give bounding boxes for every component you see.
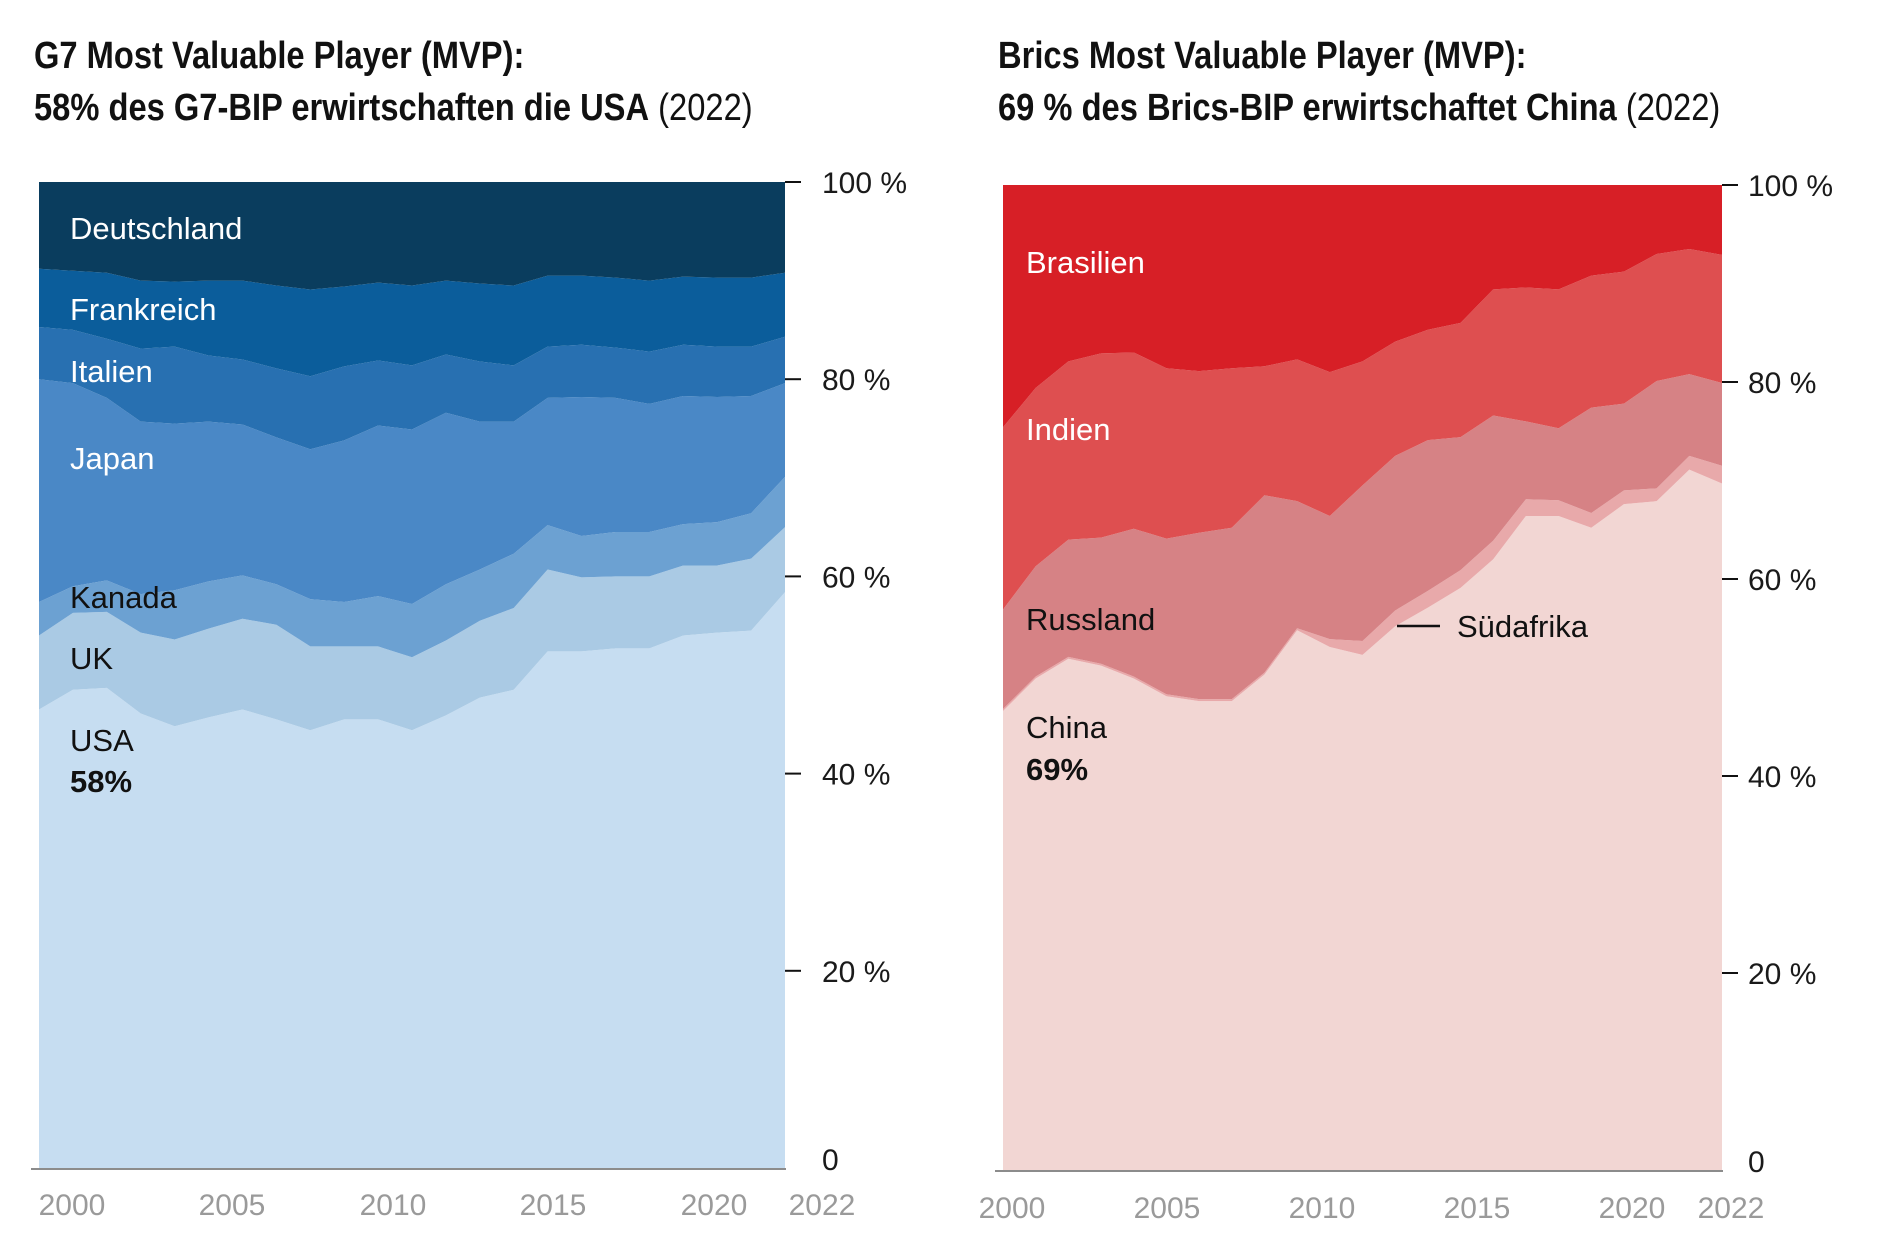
g7-x-tick-label: 2020 — [681, 1189, 748, 1222]
g7-area-deutschland — [39, 182, 785, 290]
brics-area-china — [1003, 469, 1722, 1170]
g7-y-tick-label: 40 % — [822, 759, 890, 792]
brics-chart: 0 20 % 40 % 60 % 80 % 100 % 2000 2005 2010 2015 20… — [979, 170, 1833, 1225]
label-uk: UK — [70, 641, 113, 676]
g7-x-tick-label: 2005 — [199, 1189, 266, 1222]
label-italien: Italien — [70, 354, 153, 389]
label-usa: USA — [70, 723, 134, 758]
g7-title-line-1: G7 Most Valuable Player (MVP): — [34, 30, 753, 82]
label-japan: Japan — [70, 441, 154, 476]
brics-x-tick-label: 2000 — [979, 1192, 1046, 1225]
brics-x-tick-label: 2005 — [1134, 1192, 1201, 1225]
g7-chart: 0 20 % 40 % 60 % 80 % 100 % 2000 2005 2010 2015 20… — [31, 167, 907, 1222]
label-suedafrika: Südafrika — [1457, 609, 1589, 644]
g7-subtitle-year: (2022) — [658, 87, 753, 129]
g7-chart-title: G7 Most Valuable Player (MVP): 58% des G… — [34, 30, 753, 134]
label-kanada: Kanada — [70, 580, 178, 615]
brics-subtitle-text: 69 % des Brics-BIP erwirtschaftet China — [998, 87, 1617, 129]
brics-y-tick-label: 80 % — [1748, 367, 1816, 400]
g7-subtitle-text: 58% des G7-BIP erwirtschaften die USA — [34, 87, 650, 129]
g7-title-line-2: 58% des G7-BIP erwirtschaften die USA (2… — [34, 82, 753, 134]
brics-title-line-1: Brics Most Valuable Player (MVP): — [998, 30, 1720, 82]
g7-y-tick-label: 0 — [822, 1144, 839, 1177]
brics-y-tick-label: 100 % — [1748, 170, 1833, 203]
brics-title-line-2: 69 % des Brics-BIP erwirtschaftet China … — [998, 82, 1720, 134]
brics-chart-title: Brics Most Valuable Player (MVP): 69 % d… — [998, 30, 1720, 134]
brics-area-brasilien — [1003, 185, 1722, 428]
brics-area-indien — [1003, 249, 1722, 610]
brics-y-tick-label: 20 % — [1748, 958, 1816, 991]
label-china-value: 69% — [1026, 752, 1088, 787]
g7-y-tick-label: 100 % — [822, 167, 907, 200]
g7-x-tick-label: 2022 — [789, 1189, 856, 1222]
label-russland: Russland — [1026, 602, 1155, 637]
label-frankreich: Frankreich — [70, 292, 216, 327]
brics-y-tick-label: 0 — [1748, 1146, 1765, 1179]
brics-subtitle-year: (2022) — [1625, 87, 1721, 129]
g7-y-tick-label: 80 % — [822, 364, 890, 397]
brics-x-tick-label: 2015 — [1444, 1192, 1511, 1225]
g7-area-frankreich — [39, 268, 785, 377]
g7-area-uk — [39, 527, 785, 731]
g7-area-kanada — [39, 476, 785, 658]
brics-title-text: Brics Most Valuable Player (MVP): — [998, 35, 1527, 77]
label-deutschland: Deutschland — [70, 211, 242, 246]
brics-x-tick-label: 2022 — [1698, 1192, 1765, 1225]
g7-x-tick-label: 2015 — [520, 1189, 587, 1222]
brics-area-russland — [1003, 374, 1722, 710]
g7-x-tick-label: 2010 — [360, 1189, 427, 1222]
label-brasilien: Brasilien — [1026, 245, 1145, 280]
brics-x-tick-label: 2010 — [1289, 1192, 1356, 1225]
label-indien: Indien — [1026, 412, 1110, 447]
brics-y-tick-label: 60 % — [1748, 564, 1816, 597]
g7-area-usa — [39, 592, 785, 1168]
brics-x-tick-label: 2020 — [1599, 1192, 1666, 1225]
g7-y-tick-label: 20 % — [822, 956, 890, 989]
brics-y-tick-label: 40 % — [1748, 761, 1816, 794]
label-usa-value: 58% — [70, 764, 132, 799]
label-china: China — [1026, 710, 1108, 745]
g7-area-japan — [39, 379, 785, 605]
g7-area-italien — [39, 326, 785, 450]
g7-title-text: G7 Most Valuable Player (MVP): — [34, 35, 525, 77]
g7-x-tick-label: 2000 — [39, 1189, 106, 1222]
g7-y-tick-label: 60 % — [822, 561, 890, 594]
